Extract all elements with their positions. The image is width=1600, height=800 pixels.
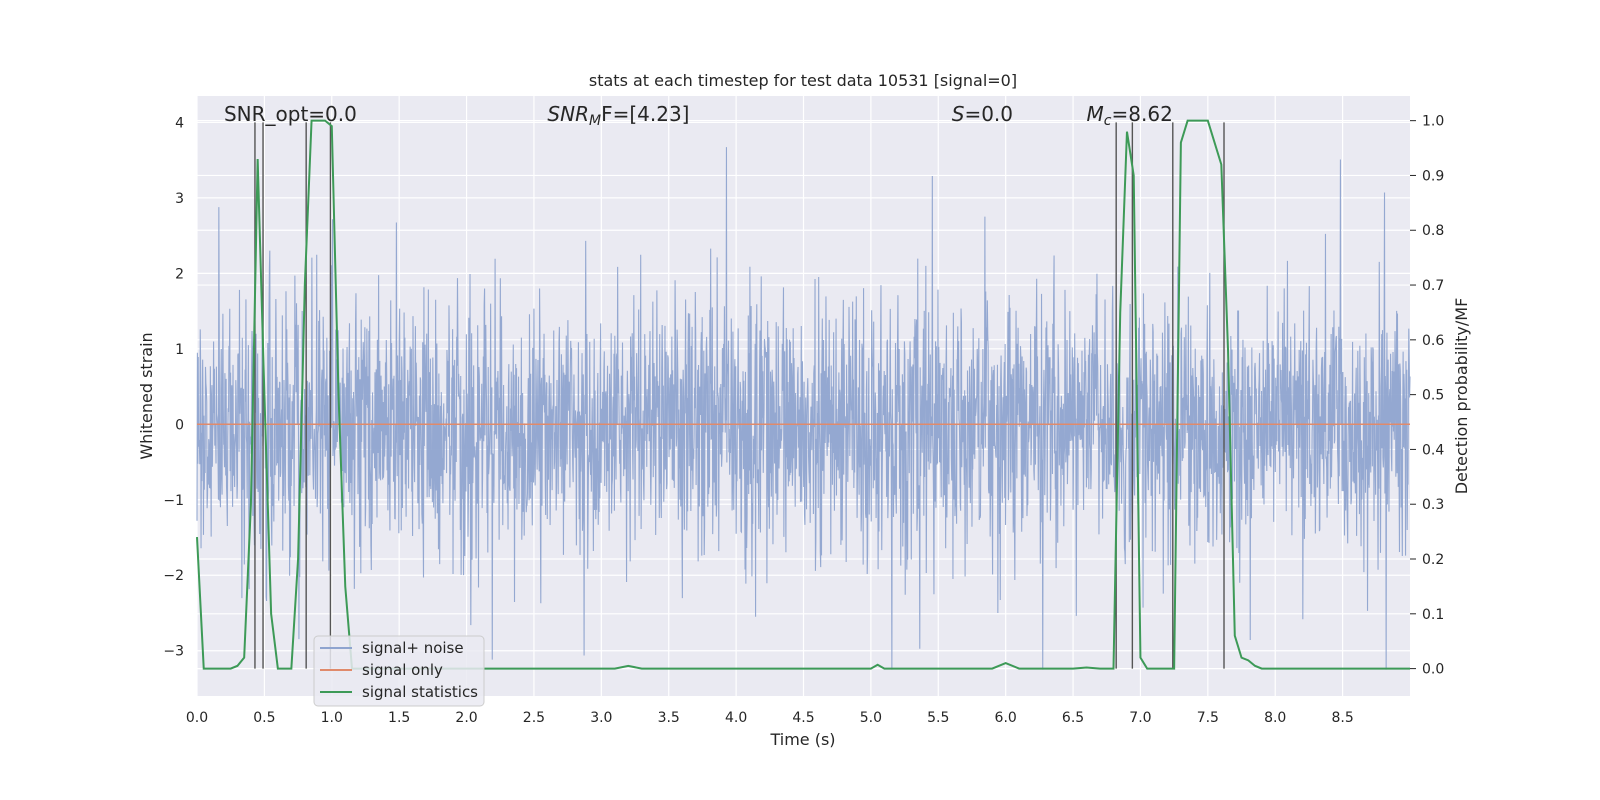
y-left-tick-labels: 4 3 2 1 0 −1 −2 −3 xyxy=(163,115,184,659)
signal-statistics-line xyxy=(196,119,1410,670)
chart-title: stats at each timestep for test data 105… xyxy=(589,71,1017,90)
x-tick-label-12: 6.0 xyxy=(995,710,1017,726)
y-right-tick-label-6: 0.4 xyxy=(1422,442,1444,458)
y-left-tick-label-2: 2 xyxy=(175,266,184,282)
y-right-tick-label-1: 0.9 xyxy=(1422,168,1444,184)
y-right-tick-label-7: 0.3 xyxy=(1422,497,1444,513)
x-tick-label-6: 3.0 xyxy=(590,710,612,726)
y-right-tick-label-9: 0.1 xyxy=(1422,607,1444,623)
y-left-tick-label-7: −3 xyxy=(163,644,184,660)
series-signal-statistics xyxy=(196,119,1410,670)
annotation-snr-mf-sub: M xyxy=(589,113,601,129)
annotation-snr-mf: SNRMF=[4.23] xyxy=(547,102,689,129)
series-signal-plus-noise xyxy=(196,147,1411,670)
y-left-tick-label-5: −1 xyxy=(163,493,184,509)
y-right-tick-label-3: 0.7 xyxy=(1422,278,1444,294)
annotation-snr-mf-base: SNR xyxy=(547,102,589,126)
annotation-snr-opt: SNR_opt=0.0 xyxy=(224,102,357,126)
y-left-tick-label-1: 3 xyxy=(175,191,184,207)
y-right-tick-label-0: 1.0 xyxy=(1422,114,1444,130)
x-tick-label-15: 7.5 xyxy=(1197,710,1219,726)
y-right-tick-label-2: 0.8 xyxy=(1422,223,1444,239)
y-left-tick-label-0: 4 xyxy=(175,115,184,131)
x-tick-label-16: 8.0 xyxy=(1264,710,1286,726)
x-tick-label-1: 0.5 xyxy=(253,710,275,726)
annotation-mc-tail: =8.62 xyxy=(1112,102,1173,126)
y-right-tick-label-8: 0.2 xyxy=(1422,552,1444,568)
y-right-tick-label-4: 0.6 xyxy=(1422,333,1444,349)
y-left-tick-label-4: 0 xyxy=(175,417,184,433)
grid-lines xyxy=(196,96,1410,696)
x-tick-label-13: 6.5 xyxy=(1062,710,1084,726)
legend-label-signal-statistics: signal statistics xyxy=(362,683,478,701)
x-tick-label-14: 7.0 xyxy=(1129,710,1151,726)
x-tick-label-9: 4.5 xyxy=(792,710,814,726)
x-tick-label-8: 4.0 xyxy=(725,710,747,726)
noise-trace xyxy=(196,147,1411,670)
y-right-tick-labels: 1.0 0.9 0.8 0.7 0.6 0.5 0.4 0.3 0.2 0.1 0.0 xyxy=(1410,114,1444,678)
x-tick-label-5: 2.5 xyxy=(523,710,545,726)
annotation-mc-base: M xyxy=(1087,102,1104,126)
y-right-tick-label-10: 0.0 xyxy=(1422,662,1444,678)
x-tick-label-11: 5.5 xyxy=(927,710,949,726)
annotation-s-var: S xyxy=(952,102,965,126)
x-tick-label-17: 8.5 xyxy=(1331,710,1353,726)
y-left-tick-label-6: −2 xyxy=(163,568,184,584)
y-axis-left-label: Whitened strain xyxy=(137,332,156,459)
legend-label-signal-plus-noise: signal+ noise xyxy=(362,639,464,657)
x-tick-labels: 0.0 0.5 1.0 1.5 2.0 2.5 3.0 3.5 4.0 4.5 5.0 5.5 6.0 6… xyxy=(186,710,1354,726)
x-tick-label-3: 1.5 xyxy=(388,710,410,726)
x-tick-label-7: 3.5 xyxy=(658,710,680,726)
legend: signal+ noise signal only signal statist… xyxy=(313,635,485,707)
annotation-mc-sub: c xyxy=(1104,113,1112,129)
annotation-snr-mf-tail: F=[4.23] xyxy=(601,102,689,126)
annotations: SNR_opt=0.0 SNRMF=[4.23] S=0.0 Mc=8.62 xyxy=(224,102,1173,129)
y-axis-right-label: Detection probability/MF xyxy=(1452,298,1471,495)
annotation-s-tail: =0.0 xyxy=(964,102,1013,126)
x-tick-label-10: 5.0 xyxy=(860,710,882,726)
legend-box xyxy=(313,635,485,707)
x-tick-label-2: 1.0 xyxy=(321,710,343,726)
x-tick-label-0: 0.0 xyxy=(186,710,208,726)
annotation-s: S=0.0 xyxy=(952,102,1013,126)
y-right-tick-label-5: 0.5 xyxy=(1422,388,1444,404)
y-left-tick-label-3: 1 xyxy=(175,342,184,358)
x-axis-label: Time (s) xyxy=(769,730,835,749)
x-tick-label-4: 2.0 xyxy=(455,710,477,726)
annotation-mc: Mc=8.62 xyxy=(1087,102,1173,129)
legend-label-signal-only: signal only xyxy=(362,661,443,679)
